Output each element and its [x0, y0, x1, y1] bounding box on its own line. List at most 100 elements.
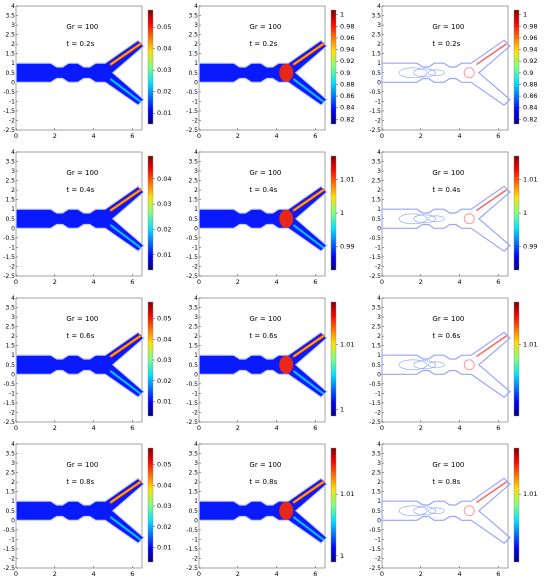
contour-panel: -2.5 -2 -1.5 -1 -0.5 0 0.5 1 1.5 2 2.5 3 3.5 4 0 2 4 6 Gr … [366, 292, 549, 438]
contour-panel: -2.5 -2 -1.5 -1 -0.5 0 0.5 1 1.5 2 2.5 3 3.5 4 0 2 4 6 Gr … [366, 438, 549, 584]
contour-line [398, 359, 428, 371]
y-tick-label: 0.5 [188, 216, 198, 223]
colorbar-tick-label: 0.03 [157, 502, 171, 510]
y-tick-label: -0.5 [3, 527, 15, 534]
x-tick-label: 6 [496, 570, 500, 578]
colorbar [513, 155, 520, 271]
y-tick-label: 0.5 [5, 362, 15, 369]
y-tick-label: 1.5 [188, 343, 198, 350]
colorbar-tick-label: 0.01 [157, 543, 171, 551]
colorbar-tick-label: 0.02 [157, 225, 171, 233]
y-tick-label: 2.5 [5, 324, 15, 331]
y-tick-label: 3 [377, 22, 381, 29]
y-tick-label: 0.5 [188, 508, 198, 515]
colorbar-tick-label: 1 [340, 11, 344, 19]
param-label: Gr = 100 [66, 461, 98, 469]
x-tick-label: 6 [130, 570, 134, 578]
contour-panel: -2.5 -2 -1.5 -1 -0.5 0 0.5 1 1.5 2 2.5 3 3.5 4 0 2 4 6 Gr … [183, 0, 366, 146]
y-tick-label: -1.5 [186, 400, 198, 407]
contour-line [413, 214, 436, 224]
colorbar [513, 9, 520, 125]
contour-line [398, 213, 428, 225]
y-tick-label: -1.5 [3, 546, 15, 553]
y-tick-label: -2.5 [369, 273, 381, 280]
y-tick-label: 4 [377, 295, 381, 302]
y-tick-label: -1 [9, 390, 15, 397]
y-tick-label: 3.5 [5, 305, 15, 312]
y-tick-label: 0.5 [371, 362, 381, 369]
y-tick-label: 0 [11, 517, 15, 524]
y-tick-label: 1.5 [5, 51, 15, 58]
y-tick-label: 1 [194, 206, 198, 213]
colorbar [147, 447, 154, 563]
contour-panel: -2.5 -2 -1.5 -1 -0.5 0 0.5 1 1.5 2 2.5 3 3.5 4 0 2 4 6 Gr … [0, 146, 183, 292]
y-tick-label: 2 [11, 333, 15, 340]
y-tick-label: -0.5 [369, 527, 381, 534]
param-label: Gr = 100 [249, 315, 281, 323]
colorbar [330, 301, 337, 417]
colorbar-tick-label: 0.04 [157, 175, 171, 183]
param-label: Gr = 100 [432, 169, 464, 177]
time-label: t = 0.6s [66, 332, 94, 340]
colorbar-tick-label: 0.92 [523, 57, 537, 65]
field-streak [292, 224, 325, 249]
contour-plot: -2.5 -2 -1.5 -1 -0.5 0 0.5 1 1.5 2 2.5 3 3.5 4 0 2 4 6 Gr … [3, 295, 171, 432]
y-tick-label: 0 [377, 517, 381, 524]
y-tick-label: 1.5 [371, 197, 381, 204]
y-tick-label: 0.5 [371, 70, 381, 77]
y-tick-label: 2.5 [371, 32, 381, 39]
contour-plot: -2.5 -2 -1.5 -1 -0.5 0 0.5 1 1.5 2 2.5 3 3.5 4 0 2 4 6 Gr … [3, 149, 171, 286]
x-tick-label: 4 [91, 278, 95, 286]
y-tick-label: -2 [375, 555, 381, 562]
y-tick-label: 2 [11, 41, 15, 48]
field-streak [109, 78, 142, 103]
y-tick-label: 3.5 [371, 13, 381, 20]
colorbar-tick-label: 1.01 [340, 175, 354, 183]
time-label: t = 0.6s [249, 332, 277, 340]
y-tick-label: 3 [377, 314, 381, 321]
colorbar [147, 9, 154, 125]
y-tick-label: -0.5 [3, 381, 15, 388]
y-tick-label: 3 [377, 168, 381, 175]
y-tick-label: -2.5 [3, 127, 15, 134]
colorbar-tick-label: 0.9 [340, 69, 350, 77]
contour-panel: -2.5 -2 -1.5 -1 -0.5 0 0.5 1 1.5 2 2.5 3 3.5 4 0 2 4 6 Gr … [366, 146, 549, 292]
param-label: Gr = 100 [249, 169, 281, 177]
colorbar-tick-label: 0.03 [157, 356, 171, 364]
hot-spot [279, 209, 294, 228]
field-streak [293, 43, 324, 65]
y-tick-label: -2 [192, 555, 198, 562]
y-tick-label: 3.5 [188, 305, 198, 312]
x-tick-label: 2 [236, 132, 240, 140]
y-tick-label: 3.5 [371, 451, 381, 458]
y-tick-label: -1.5 [369, 254, 381, 261]
y-tick-label: -2.5 [3, 565, 15, 572]
x-tick-label: 4 [91, 424, 95, 432]
y-tick-label: 2 [377, 333, 381, 340]
param-label: Gr = 100 [432, 461, 464, 469]
y-tick-label: -1.5 [186, 108, 198, 115]
hot-spot [279, 63, 294, 82]
x-tick-label: 4 [457, 132, 461, 140]
x-tick-label: 6 [496, 424, 500, 432]
contour-plot: -2.5 -2 -1.5 -1 -0.5 0 0.5 1 1.5 2 2.5 3 3.5 4 0 2 4 6 Gr … [369, 441, 537, 578]
contour-plot: -2.5 -2 -1.5 -1 -0.5 0 0.5 1 1.5 2 2.5 3 3.5 4 0 2 4 6 Gr … [369, 3, 537, 140]
time-label: t = 0.8s [66, 478, 94, 486]
y-tick-label: 2 [11, 187, 15, 194]
contour-line [413, 506, 436, 516]
field-streak [109, 224, 142, 249]
y-tick-label: 0 [194, 371, 198, 378]
x-tick-label: 2 [53, 278, 57, 286]
y-tick-label: 1 [11, 352, 15, 359]
channel-field [15, 331, 145, 398]
x-tick-label: 2 [419, 424, 423, 432]
contour-plot: -2.5 -2 -1.5 -1 -0.5 0 0.5 1 1.5 2 2.5 3 3.5 4 0 2 4 6 Gr … [186, 3, 354, 140]
y-tick-label: -2.5 [369, 565, 381, 572]
y-tick-label: -1.5 [369, 546, 381, 553]
x-tick-label: 2 [236, 424, 240, 432]
y-tick-label: 0.5 [5, 70, 15, 77]
y-tick-label: 2.5 [5, 470, 15, 477]
y-tick-label: 1.5 [188, 197, 198, 204]
y-tick-label: 0 [377, 79, 381, 86]
